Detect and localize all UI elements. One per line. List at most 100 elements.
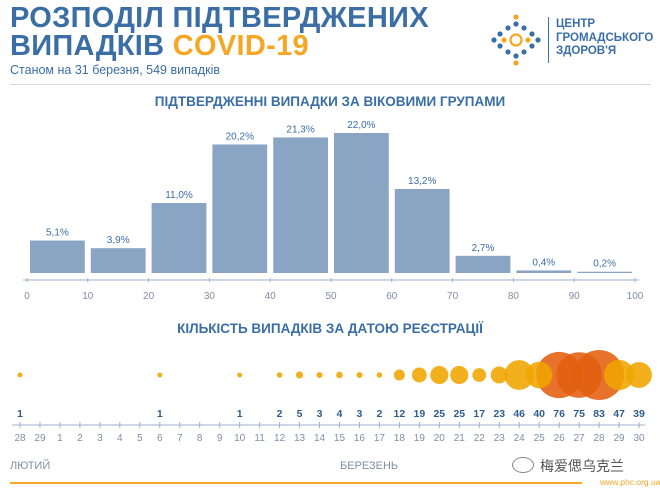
date-tick-label: 3 (97, 433, 103, 444)
month-label-march: БЕРЕЗЕНЬ (340, 460, 399, 472)
logo-dot (497, 31, 503, 37)
footer-bar (10, 482, 582, 484)
date-tick-label: 24 (514, 433, 526, 444)
date-tick-label: 30 (633, 433, 645, 444)
age-bar (151, 203, 207, 273)
phc-logo-icon (491, 14, 541, 66)
case-count-label: 19 (414, 408, 426, 420)
x-tick-label: 50 (325, 291, 337, 302)
case-bubble (504, 360, 535, 390)
case-bubble (356, 371, 363, 379)
date-tick-label: 14 (314, 433, 326, 444)
bar-value-label: 0,4% (532, 257, 555, 268)
logo-text: ЦЕНТР ГРОМАДСЬКОГО ЗДОРОВ'Я (556, 18, 653, 59)
date-tick-label: 13 (294, 433, 306, 444)
title-line-1: РОЗПОДІЛ ПІДТВЕРДЖЕНИХ (10, 2, 429, 34)
bar-value-label: 11,0% (165, 190, 193, 201)
logo-dot (513, 14, 519, 20)
logo-dot (513, 21, 519, 27)
date-tick-label: 8 (197, 433, 203, 444)
logo-dots (491, 14, 541, 66)
month-label-february: ЛЮТИЙ (10, 460, 51, 472)
bar-value-label: 5,1% (46, 228, 69, 239)
date-tick-label: 12 (274, 433, 286, 444)
case-count-label: 5 (297, 408, 303, 420)
case-count-label: 17 (473, 408, 485, 420)
date-tick-label: 6 (157, 433, 163, 444)
date-tick-label: 23 (494, 433, 506, 444)
age-group-bar-chart: 5,1% 3,9% 11,0% 20,2% 21,3% 22,0% 13,2% 2,7% 0,4… (23, 120, 644, 302)
logo-divider (548, 17, 549, 63)
age-bar (212, 144, 268, 273)
case-bubble (556, 352, 602, 398)
date-tick-label: 19 (414, 433, 426, 444)
bar-value-label: 22,0% (347, 120, 375, 131)
watermark: 梅爱偲乌克兰 (512, 456, 624, 476)
case-count-label: 4 (337, 408, 343, 420)
logo-dot (513, 53, 519, 59)
date-tick-label: 22 (474, 433, 486, 444)
date-tick-label: 15 (334, 433, 346, 444)
date-tick-label: 27 (574, 433, 586, 444)
x-tick-label: 0 (24, 291, 30, 302)
case-count-label: 2 (277, 408, 283, 420)
x-tick-label: 40 (265, 291, 277, 302)
date-tick-label: 16 (354, 433, 366, 444)
date-tick-label: 4 (117, 433, 123, 444)
case-bubble (393, 369, 405, 381)
case-bubble (17, 372, 23, 378)
header-divider (10, 84, 650, 85)
case-count-label: 2 (376, 408, 382, 420)
wechat-icon (512, 457, 534, 473)
bar-value-label: 2,7% (472, 243, 495, 254)
case-bubble (157, 372, 163, 378)
date-tick-label: 29 (34, 433, 46, 444)
case-count-label: 39 (633, 408, 645, 420)
age-bar (577, 271, 632, 273)
case-bubble (525, 361, 553, 389)
bar-value-label: 3,9% (107, 235, 130, 246)
bar-chart-title: ПІДТВЕРДЖЕННІ ВИПАДКИ ЗА ВІКОВИМИ ГРУПАМ… (154, 94, 506, 109)
age-bar (273, 137, 328, 273)
case-count-label: 12 (394, 408, 406, 420)
case-bubble (472, 368, 487, 382)
x-tick-label: 20 (143, 291, 155, 302)
age-bar (90, 248, 146, 273)
age-bar (516, 270, 572, 273)
x-tick-label: 60 (386, 291, 398, 302)
bubble-chart-title: КІЛЬКІСТЬ ВИПАДКІВ ЗА ДАТОЮ РЕЄСТРАЦІЇ (177, 321, 483, 336)
case-count-label: 47 (613, 408, 625, 420)
case-count-label: 3 (317, 408, 323, 420)
watermark-text: 梅爱偲乌克兰 (540, 458, 624, 474)
case-bubble (295, 371, 304, 379)
date-tick-label: 25 (534, 433, 546, 444)
case-count-label: 83 (593, 408, 605, 420)
title-line-2: ВИПАДКІВ (10, 30, 173, 62)
logo-line-2: ГРОМАДСЬКОГО (556, 31, 654, 44)
case-bubble (336, 371, 343, 379)
case-bubble (411, 367, 427, 383)
title-accent: COVID-19 (172, 30, 309, 62)
date-tick-label: 9 (217, 433, 223, 444)
date-tick-label: 5 (137, 433, 143, 444)
date-tick-label: 29 (613, 433, 625, 444)
case-bubble (237, 372, 243, 378)
x-tick-label: 90 (569, 291, 581, 302)
logo-line-1: ЦЕНТР (556, 18, 596, 30)
date-tick-label: 17 (374, 433, 386, 444)
logo-line-3: ЗДОРОВ'Я (556, 45, 617, 57)
bar-value-label: 21,3% (286, 124, 314, 135)
logo-dot (505, 25, 511, 31)
logo-dot (521, 49, 527, 55)
case-bubble (603, 359, 635, 391)
logo-dot (497, 43, 503, 49)
case-bubble (276, 372, 283, 378)
age-bar (30, 240, 85, 273)
bar-value-label: 20,2% (226, 131, 254, 142)
x-tick-label: 30 (204, 291, 216, 302)
case-bubble (490, 366, 508, 384)
x-tick-label: 10 (82, 291, 94, 302)
logo-dot (491, 37, 497, 43)
date-tick-label: 26 (554, 433, 566, 444)
